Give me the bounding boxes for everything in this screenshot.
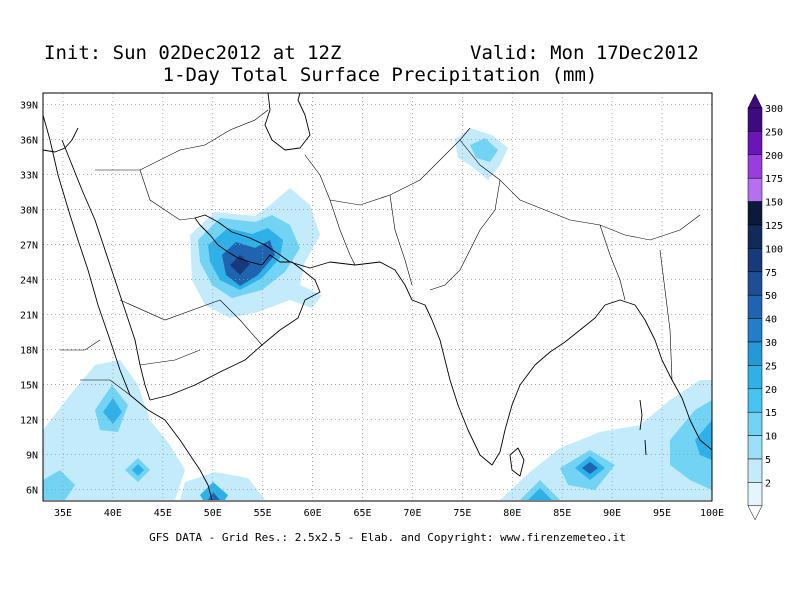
lon-tick-label: 65E [353,508,371,519]
colorbar-swatch [747,435,763,460]
colorbar-swatch [747,365,763,390]
colorbar-label: 250 [765,127,783,138]
precip-andaman-blue [695,420,712,460]
lat-tick-label: 39N [20,101,38,112]
lon-tick-label: 85E [553,508,571,519]
borders [60,109,701,396]
lat-tick-label: 33N [20,171,38,182]
coast-caspian [264,93,311,151]
colorbar-swatch [747,131,763,156]
precip-africa-blue2 [132,464,144,476]
colorbar-label: 75 [765,268,777,279]
colorbar-bottom-arrow [747,505,763,521]
colorbar-swatch [747,411,763,436]
lon-tick-label: 80E [503,508,521,519]
colorbar-swatch [747,154,763,179]
lon-tick-label: 50E [204,508,222,519]
lon-tick-label: 40E [104,508,122,519]
colorbar-label: 125 [765,221,783,232]
lat-tick-label: 6N [26,485,38,496]
colorbar: 300 250 200 175 150 125 100 75 50 40 30 25 20 15 10 5 2 [747,93,783,521]
lon-tick-label: 35E [54,508,72,519]
lat-tick-label: 15N [20,380,38,391]
colorbar-label: 30 [765,338,777,349]
colorbar-swatch [747,482,763,507]
coast-persian-gulf [194,214,306,273]
colorbar-label: 2 [765,478,771,489]
colorbar-swatch [747,177,763,202]
lon-tick-label: 95E [653,508,671,519]
init-time: Init: Sun 02Dec2012 at 12Z [44,42,342,64]
map-frame [42,92,713,502]
precip-africa-blue [103,398,122,424]
precip-somalia-light [180,472,265,500]
lat-tick-label: 18N [20,345,38,356]
colorbar-label: 150 [765,198,783,209]
precip-somalia-dark [208,492,220,500]
colorbar-swatch [747,248,763,273]
coastlines [43,93,712,501]
colorbar-label: 175 [765,174,783,185]
andaman-islands [639,399,647,456]
coast-myanmar [604,299,712,451]
colorbar-label: 25 [765,361,777,372]
coast-sri-lanka [509,447,525,477]
lon-tick-label: 100E [700,508,724,519]
colorbar-top-arrow [747,93,763,109]
precip-bengal-light [500,380,712,500]
lat-tick-label: 21N [20,310,38,321]
colorbar-swatch [747,201,763,226]
colorbar-label: 5 [765,455,771,466]
colorbar-swatch [747,318,763,343]
colorbar-label: 15 [765,408,777,419]
precip-bengal-dark [582,462,598,474]
colorbar-swatch [747,294,763,319]
lat-tick-label: 9N [26,450,38,461]
colorbar-swatch [747,388,763,413]
lat-lon-grid [43,93,712,501]
latitude-labels: 39N 36N 33N 30N 27N 24N 21N 18N 15N 12N 9N 6N [20,101,38,497]
colorbar-swatch [747,458,763,483]
lat-tick-label: 30N [20,206,38,217]
precip-south-blue [528,488,552,500]
colorbar-label: 50 [765,291,777,302]
footer-credit: GFS DATA - Grid Res.: 2.5x2.5 - Elab. an… [149,531,626,544]
map-title: 1-Day Total Surface Precipitation (mm) [162,64,598,86]
colorbar-label: 10 [765,432,777,443]
colorbar-swatch [747,341,763,366]
coast-africa [43,114,213,501]
colorbar-label: 100 [765,244,783,255]
lat-tick-label: 12N [20,415,38,426]
lon-tick-label: 55E [254,508,272,519]
colorbar-label: 40 [765,315,777,326]
lat-tick-label: 24N [20,276,38,287]
coast-arabia-south [149,271,321,401]
lon-tick-label: 70E [403,508,421,519]
colorbar-swatch [747,271,763,296]
coast-arabia-west [61,139,151,401]
lat-tick-label: 36N [20,136,38,147]
precip-africa-mid3 [43,470,75,500]
coast-iran-south [289,261,413,301]
coast-med [43,127,79,153]
colorbar-swatch [747,107,763,132]
longitude-labels: 35E 40E 45E 50E 55E 60E 65E 70E 75E 80E 85E 90E 95E 1… [54,508,724,519]
colorbar-label: 300 [765,104,783,115]
precip-somalia-blue [200,482,228,500]
colorbar-swatch [747,224,763,249]
colorbar-label: 20 [765,385,777,396]
lon-tick-label: 45E [154,508,172,519]
lat-tick-label: 27N [20,241,38,252]
lon-tick-label: 75E [453,508,471,519]
coast-india-west [411,299,606,466]
precip-andaman-mid [670,400,712,490]
precipitation-fields [43,128,712,500]
lon-tick-label: 60E [304,508,322,519]
lon-tick-label: 90E [603,508,621,519]
colorbar-label: 200 [765,151,783,162]
precip-north-mid [470,138,498,162]
valid-time: Valid: Mon 17Dec2012 [470,42,699,64]
